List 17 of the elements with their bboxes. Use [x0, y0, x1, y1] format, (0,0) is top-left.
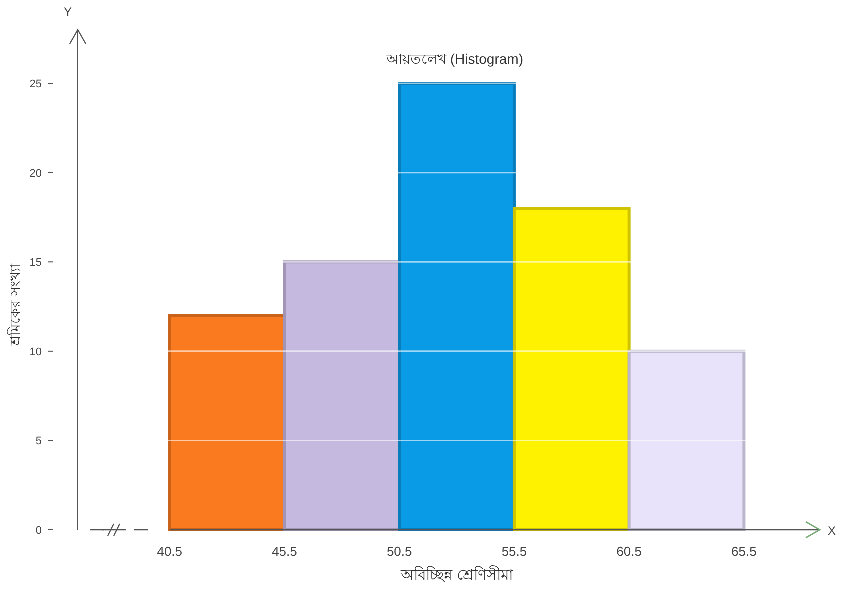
y-tick-label: 0 — [36, 525, 42, 537]
text: আয়তলেখ (Histogram) — [385, 51, 524, 67]
x-tick-label: 40.5 — [157, 544, 183, 559]
x-tick-label: 50.5 — [386, 544, 412, 559]
y-tick-label: 20 — [30, 168, 42, 180]
text: Y — [64, 5, 72, 19]
y-tick-label: 10 — [30, 346, 42, 358]
x-tick-label: 65.5 — [732, 544, 757, 559]
y-axis-title: শ্রমিকের সংখ্যা — [7, 263, 23, 347]
y-tick-label: 5 — [36, 436, 42, 448]
x-tick-label: 60.5 — [616, 544, 642, 559]
text: X — [828, 524, 836, 538]
y-tick-label: 15 — [30, 257, 42, 270]
x-tick-label: 45.5 — [272, 544, 298, 559]
y-tick-label: 25 — [30, 78, 42, 91]
x-axis-title: অবিচ্ছিন্ন শ্রেণিসীমা — [400, 566, 514, 584]
x-tick-label: 55.5 — [502, 544, 528, 559]
